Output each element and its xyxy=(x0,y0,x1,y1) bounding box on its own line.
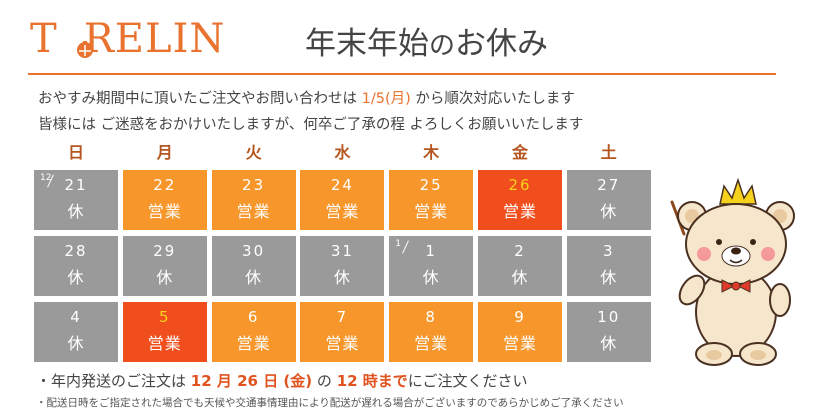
day-number: 1 xyxy=(425,242,437,260)
message-line-2: 皆様には ご迷惑をおかけいたしますが、何卒ご了承の程 よろしくお願いいたします xyxy=(38,117,584,133)
calendar-day-cell: 5 営業 xyxy=(122,302,207,362)
day-status: 営業 xyxy=(325,202,360,221)
day-status: 営業 xyxy=(502,334,537,353)
day-status: 営業 xyxy=(414,202,449,221)
day-status: 営業 xyxy=(236,334,271,353)
calendar-day-cell: 1 1 休 xyxy=(389,236,474,296)
day-status: 営業 xyxy=(147,202,182,221)
day-number: 26 xyxy=(508,176,532,194)
day-status: 営業 xyxy=(414,334,449,353)
weekday-label: 月 xyxy=(156,143,173,162)
brand-logo: T RELIN xyxy=(30,14,225,64)
day-status: 営業 xyxy=(502,202,537,221)
message-line-1: おやすみ期間中に頂いたご注文やお問い合わせは 1/5(月) から順次対応いたしま… xyxy=(38,91,575,107)
day-status: 休 xyxy=(67,334,85,353)
day-number: 21 xyxy=(64,176,88,194)
calendar-day-cell: 8 営業 xyxy=(389,302,474,362)
day-number: 6 xyxy=(247,308,260,326)
bell-icon xyxy=(77,41,93,58)
day-number: 10 xyxy=(597,308,621,326)
day-status: 休 xyxy=(600,268,618,287)
day-number: 4 xyxy=(70,308,82,326)
bear-mascot xyxy=(670,177,795,366)
weekday-label: 木 xyxy=(423,143,440,162)
day-number: 2 xyxy=(514,242,526,260)
day-status: 休 xyxy=(511,268,529,287)
day-number: 8 xyxy=(425,308,437,326)
day-status: 休 xyxy=(333,268,351,287)
day-status: 休 xyxy=(156,268,174,287)
day-number: 23 xyxy=(242,176,266,194)
day-status: 営業 xyxy=(325,334,360,353)
page-title: 年末年始のお休み xyxy=(305,26,549,62)
day-status: 休 xyxy=(245,268,263,287)
day-number: 28 xyxy=(64,242,88,260)
calendar-day-cell: 29 休 xyxy=(122,236,207,296)
weekday-label: 火 xyxy=(245,143,262,162)
day-number: 9 xyxy=(514,308,526,326)
logo-text-t: T xyxy=(30,16,58,62)
day-number: 25 xyxy=(419,176,443,194)
calendar-day-cell: 6 営業 xyxy=(211,302,296,362)
calendar-day-cell: 7 営業 xyxy=(300,302,385,362)
day-status: 休 xyxy=(67,268,85,287)
day-number: 27 xyxy=(597,176,621,194)
calendar-day-cell: 23 営業 xyxy=(211,170,296,230)
day-status: 休 xyxy=(67,202,85,221)
day-number: 3 xyxy=(603,242,615,260)
order-deadline-note: ・年内発送のご注文は 12 月 26 日 (金) の 12 時までにご注文くださ… xyxy=(36,372,528,390)
weekday-label: 金 xyxy=(511,143,528,162)
calendar-day-cell: 25 営業 xyxy=(389,170,474,230)
calendar-day-cell: 24 営業 xyxy=(300,170,385,230)
day-status: 休 xyxy=(600,334,618,353)
day-status: 営業 xyxy=(147,334,182,353)
calendar-day-cell: 22 営業 xyxy=(122,170,207,230)
deadline-date: 12 月 26 日 (金) xyxy=(190,372,313,390)
calendar-day-cell: 27 休 xyxy=(566,170,651,230)
month-marker: 1 xyxy=(395,239,401,249)
month-marker: 12 xyxy=(40,173,52,183)
calendar-day-cell: 26 営業 xyxy=(478,170,562,230)
day-number: 7 xyxy=(336,308,349,326)
weekday-label: 土 xyxy=(600,143,617,162)
day-number: 24 xyxy=(330,176,354,194)
day-number: 29 xyxy=(153,242,177,260)
day-number: 31 xyxy=(330,242,354,260)
weekday-label: 日 xyxy=(67,143,84,162)
calendar-day-cell: 28 休 xyxy=(34,236,118,296)
deadline-time: 12 時まで xyxy=(336,372,408,390)
day-status: 休 xyxy=(600,202,618,221)
day-number: 30 xyxy=(242,242,266,260)
day-status: 営業 xyxy=(236,202,271,221)
calendar-day-cell: 10 休 xyxy=(566,302,651,362)
calendar-day-cell: 31 休 xyxy=(300,236,385,296)
day-number: 22 xyxy=(153,176,177,194)
calendar-day-cell: 9 営業 xyxy=(478,302,562,362)
logo-text-relin: RELIN xyxy=(83,16,226,62)
calendar-day-cell: 30 休 xyxy=(211,236,296,296)
resume-date: 1/5(月) xyxy=(361,91,411,107)
day-status: 休 xyxy=(422,268,440,287)
day-number: 5 xyxy=(159,308,171,326)
weekday-label: 水 xyxy=(334,143,351,162)
calendar-day-cell: 12 21 休 xyxy=(34,170,118,230)
delivery-disclaimer: ・配送日時をご指定された場合でも天候や交通事情理由により配送が遅れる場合がござい… xyxy=(36,397,624,409)
title-divider xyxy=(28,73,776,75)
